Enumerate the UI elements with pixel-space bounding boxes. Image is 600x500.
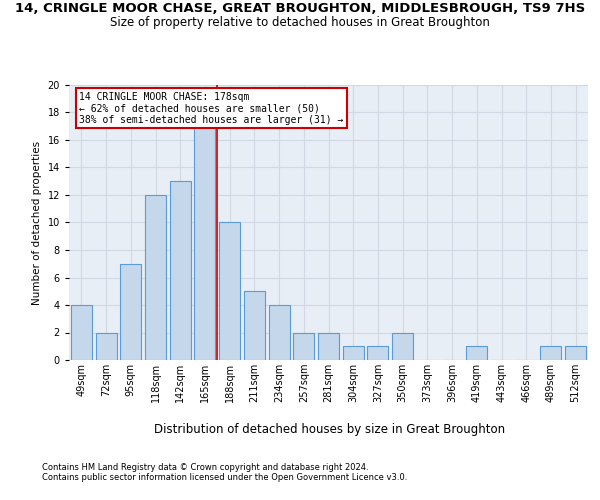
Bar — [318, 332, 339, 360]
Bar — [367, 346, 388, 360]
Text: 14 CRINGLE MOOR CHASE: 178sqm
← 62% of detached houses are smaller (50)
38% of s: 14 CRINGLE MOOR CHASE: 178sqm ← 62% of d… — [79, 92, 344, 125]
Bar — [194, 126, 215, 360]
Bar — [565, 346, 586, 360]
Bar — [293, 332, 314, 360]
Text: Contains HM Land Registry data © Crown copyright and database right 2024.: Contains HM Land Registry data © Crown c… — [42, 462, 368, 471]
Bar — [219, 222, 240, 360]
Bar — [541, 346, 562, 360]
Bar — [95, 332, 116, 360]
Text: Distribution of detached houses by size in Great Broughton: Distribution of detached houses by size … — [154, 422, 506, 436]
Bar — [170, 181, 191, 360]
Bar — [269, 305, 290, 360]
Text: 14, CRINGLE MOOR CHASE, GREAT BROUGHTON, MIDDLESBROUGH, TS9 7HS: 14, CRINGLE MOOR CHASE, GREAT BROUGHTON,… — [15, 2, 585, 16]
Bar — [392, 332, 413, 360]
Text: Contains public sector information licensed under the Open Government Licence v3: Contains public sector information licen… — [42, 472, 407, 482]
Text: Size of property relative to detached houses in Great Broughton: Size of property relative to detached ho… — [110, 16, 490, 29]
Bar — [71, 305, 92, 360]
Bar — [343, 346, 364, 360]
Y-axis label: Number of detached properties: Number of detached properties — [32, 140, 42, 304]
Bar — [466, 346, 487, 360]
Bar — [145, 195, 166, 360]
Bar — [244, 291, 265, 360]
Bar — [120, 264, 141, 360]
